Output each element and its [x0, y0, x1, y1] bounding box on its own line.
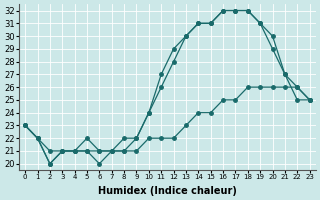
X-axis label: Humidex (Indice chaleur): Humidex (Indice chaleur) — [98, 186, 237, 196]
